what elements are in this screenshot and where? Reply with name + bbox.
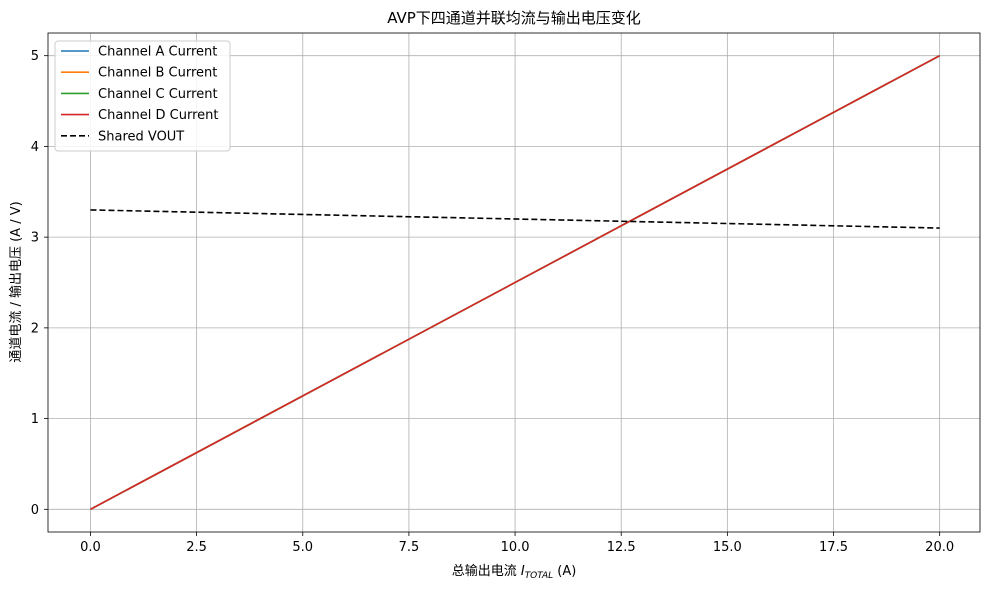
axis-ticks: 0.0 2.5 5.0 7.5 10.0 12.5 15.0 17.5 20.0 0 1 2 3 4 5 xyxy=(31,49,954,555)
x-tick-label: 5.0 xyxy=(292,540,313,555)
plot-frame xyxy=(47,32,981,533)
y-tick-label: 0 xyxy=(31,503,39,518)
x-tick-label: 7.5 xyxy=(399,540,420,555)
x-tick-label: 17.5 xyxy=(819,540,848,555)
x-axis-label-var: I xyxy=(521,564,525,579)
series-line-shared-vout xyxy=(90,209,940,229)
legend-label: Channel A Current xyxy=(98,45,217,60)
y-tick-label: 4 xyxy=(31,140,39,155)
legend-box xyxy=(54,40,231,152)
x-axis-label-sub: TOTAL xyxy=(525,571,553,581)
y-axis-label: 通道电流 / 输出电压 (A / V) xyxy=(8,201,24,362)
legend: Channel A Current Channel B Current Channe… xyxy=(54,40,231,152)
y-tick-label: 3 xyxy=(31,231,39,246)
y-tick-label: 5 xyxy=(31,49,39,64)
x-tick-label: 10.0 xyxy=(501,540,530,555)
legend-label: Channel C Current xyxy=(98,87,218,102)
x-axis-label: 总输出电流 ITOTAL (A) xyxy=(452,563,577,581)
x-tick-label: 12.5 xyxy=(607,540,636,555)
legend-label: Channel B Current xyxy=(98,66,217,81)
chart-title: AVP下四通道并联均流与输出电压变化 xyxy=(387,9,641,27)
y-tick-label: 2 xyxy=(31,321,39,336)
x-tick-label: 15.0 xyxy=(713,540,742,555)
x-tick-label: 0.0 xyxy=(80,540,101,555)
grid xyxy=(48,33,980,532)
plot-series xyxy=(90,54,941,511)
y-tick-label: 1 xyxy=(31,412,39,427)
x-tick-label: 20.0 xyxy=(925,540,954,555)
series-line-channel-d-current xyxy=(90,54,941,511)
x-axis-label-unit: (A) xyxy=(553,564,576,579)
legend-label: Channel D Current xyxy=(98,108,218,123)
x-axis-label-text: 总输出电流 xyxy=(452,563,521,579)
legend-label: Shared VOUT xyxy=(98,129,184,144)
x-tick-label: 2.5 xyxy=(186,540,207,555)
